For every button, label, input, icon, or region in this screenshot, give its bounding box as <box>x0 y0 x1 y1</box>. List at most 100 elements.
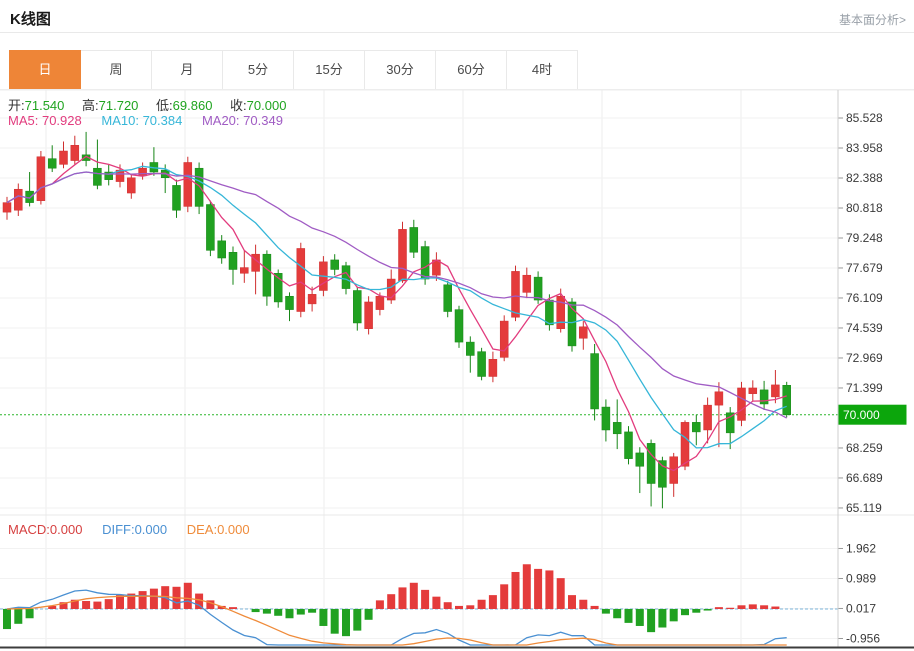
candle-body <box>364 301 373 329</box>
candle-body <box>353 290 362 324</box>
candle-body <box>285 295 294 310</box>
price-tick-label: 66.689 <box>846 471 883 485</box>
tab-week[interactable]: 周 <box>81 50 152 90</box>
candle-body <box>725 412 735 434</box>
macd-bar <box>477 599 486 609</box>
macd-bar <box>3 609 11 630</box>
macd-bar <box>342 609 350 637</box>
candle-body <box>624 431 633 459</box>
macd-bar <box>613 609 622 619</box>
candle-body <box>545 299 554 326</box>
price-tick-label: 65.119 <box>846 501 882 515</box>
candle-body <box>183 162 193 207</box>
macd-bar <box>274 609 283 616</box>
price-tick-label: 85.528 <box>846 111 883 125</box>
macd-bar <box>556 578 565 609</box>
macd-bar <box>104 599 113 609</box>
macd-bar <box>25 609 34 619</box>
candle-body <box>228 252 238 270</box>
macd-histogram <box>3 564 780 637</box>
tab-30min[interactable]: 30分 <box>365 50 436 90</box>
macd-bar <box>149 588 158 609</box>
high-label: 高: <box>82 98 99 113</box>
tab-day[interactable]: 日 <box>9 50 81 90</box>
tab-month[interactable]: 月 <box>152 50 223 90</box>
candle-body <box>240 267 249 274</box>
ma20-line <box>6 171 788 419</box>
macd-bar <box>364 609 373 620</box>
macd-bar <box>48 605 57 609</box>
candle-body <box>206 204 215 251</box>
page-header: K线图 基本面分析> <box>0 0 914 33</box>
macd-bar <box>387 594 396 609</box>
macd-bar <box>455 605 463 609</box>
macd-bar <box>579 599 588 609</box>
candle-body <box>47 158 57 169</box>
candle-body <box>556 295 565 329</box>
macd-bar <box>771 606 780 609</box>
macd-bar <box>398 587 407 609</box>
macd-bar <box>285 609 294 619</box>
candle-body <box>466 341 475 356</box>
candle-body <box>104 171 113 180</box>
price-tick-label: 77.679 <box>846 261 883 275</box>
candle-body <box>499 320 509 358</box>
ma5-value: MA5: 70.928 <box>8 113 82 128</box>
macd-bar <box>590 605 599 609</box>
macd-bar <box>692 609 701 613</box>
candle-body <box>646 443 656 484</box>
candle-body <box>217 240 226 259</box>
macd-legend: MACD:0.000 DIFF:0.000 DEA:0.000 <box>8 522 250 537</box>
tab-5min[interactable]: 5分 <box>223 50 294 90</box>
candle-body <box>420 246 430 280</box>
candle-body <box>296 248 306 312</box>
price-tick-label: 80.818 <box>846 201 883 215</box>
candle-body <box>533 276 543 301</box>
macd-bar <box>183 582 192 609</box>
price-tick-label: 83.958 <box>846 141 883 155</box>
macd-tick-label: -0.956 <box>846 631 880 645</box>
candle-body <box>782 385 791 415</box>
open-label: 开: <box>8 98 25 113</box>
candle-body <box>579 326 588 339</box>
candle-body <box>262 253 272 297</box>
candle-body <box>703 404 712 431</box>
candle-body <box>36 156 46 201</box>
macd-bar <box>714 607 723 609</box>
candle-body <box>194 167 204 207</box>
candle-body <box>115 169 125 182</box>
macd-bar <box>93 601 102 609</box>
tab-60min[interactable]: 60分 <box>436 50 507 90</box>
high-value: 71.720 <box>98 98 139 113</box>
macd-bar <box>443 602 452 609</box>
candle-body <box>375 295 385 310</box>
tab-15min[interactable]: 15分 <box>294 50 365 90</box>
macd-bar <box>658 609 667 628</box>
candle-body <box>398 229 407 282</box>
candle-body <box>771 384 780 398</box>
macd-bar <box>534 568 543 609</box>
ma10-value: MA10: 70.384 <box>101 113 183 128</box>
macd-bar <box>635 609 644 626</box>
close-value: 70.000 <box>246 98 287 113</box>
candle-body <box>612 422 622 435</box>
macd-tick-label: 0.989 <box>846 571 876 585</box>
ma10-line <box>6 165 787 449</box>
price-tick-label: 72.969 <box>846 351 883 365</box>
macd-bar <box>229 607 237 609</box>
macd-bar <box>296 609 305 615</box>
candle-body <box>2 202 12 213</box>
candle-body <box>759 389 769 405</box>
tab-4hour[interactable]: 4时 <box>507 50 578 90</box>
macd-bar <box>432 596 441 609</box>
candle-body <box>127 177 136 194</box>
fundamental-analysis-link[interactable]: 基本面分析> <box>838 13 906 27</box>
candle-body <box>93 167 102 186</box>
macd-bar <box>116 595 124 609</box>
candle-body <box>680 422 690 467</box>
kline-chart-canvas[interactable]: 85.528 83.958 82.388 80.818 79.248 77.679 76.1… <box>0 88 914 651</box>
candle-body <box>635 452 645 467</box>
macd-bar <box>262 609 271 614</box>
macd-bar <box>251 609 260 613</box>
